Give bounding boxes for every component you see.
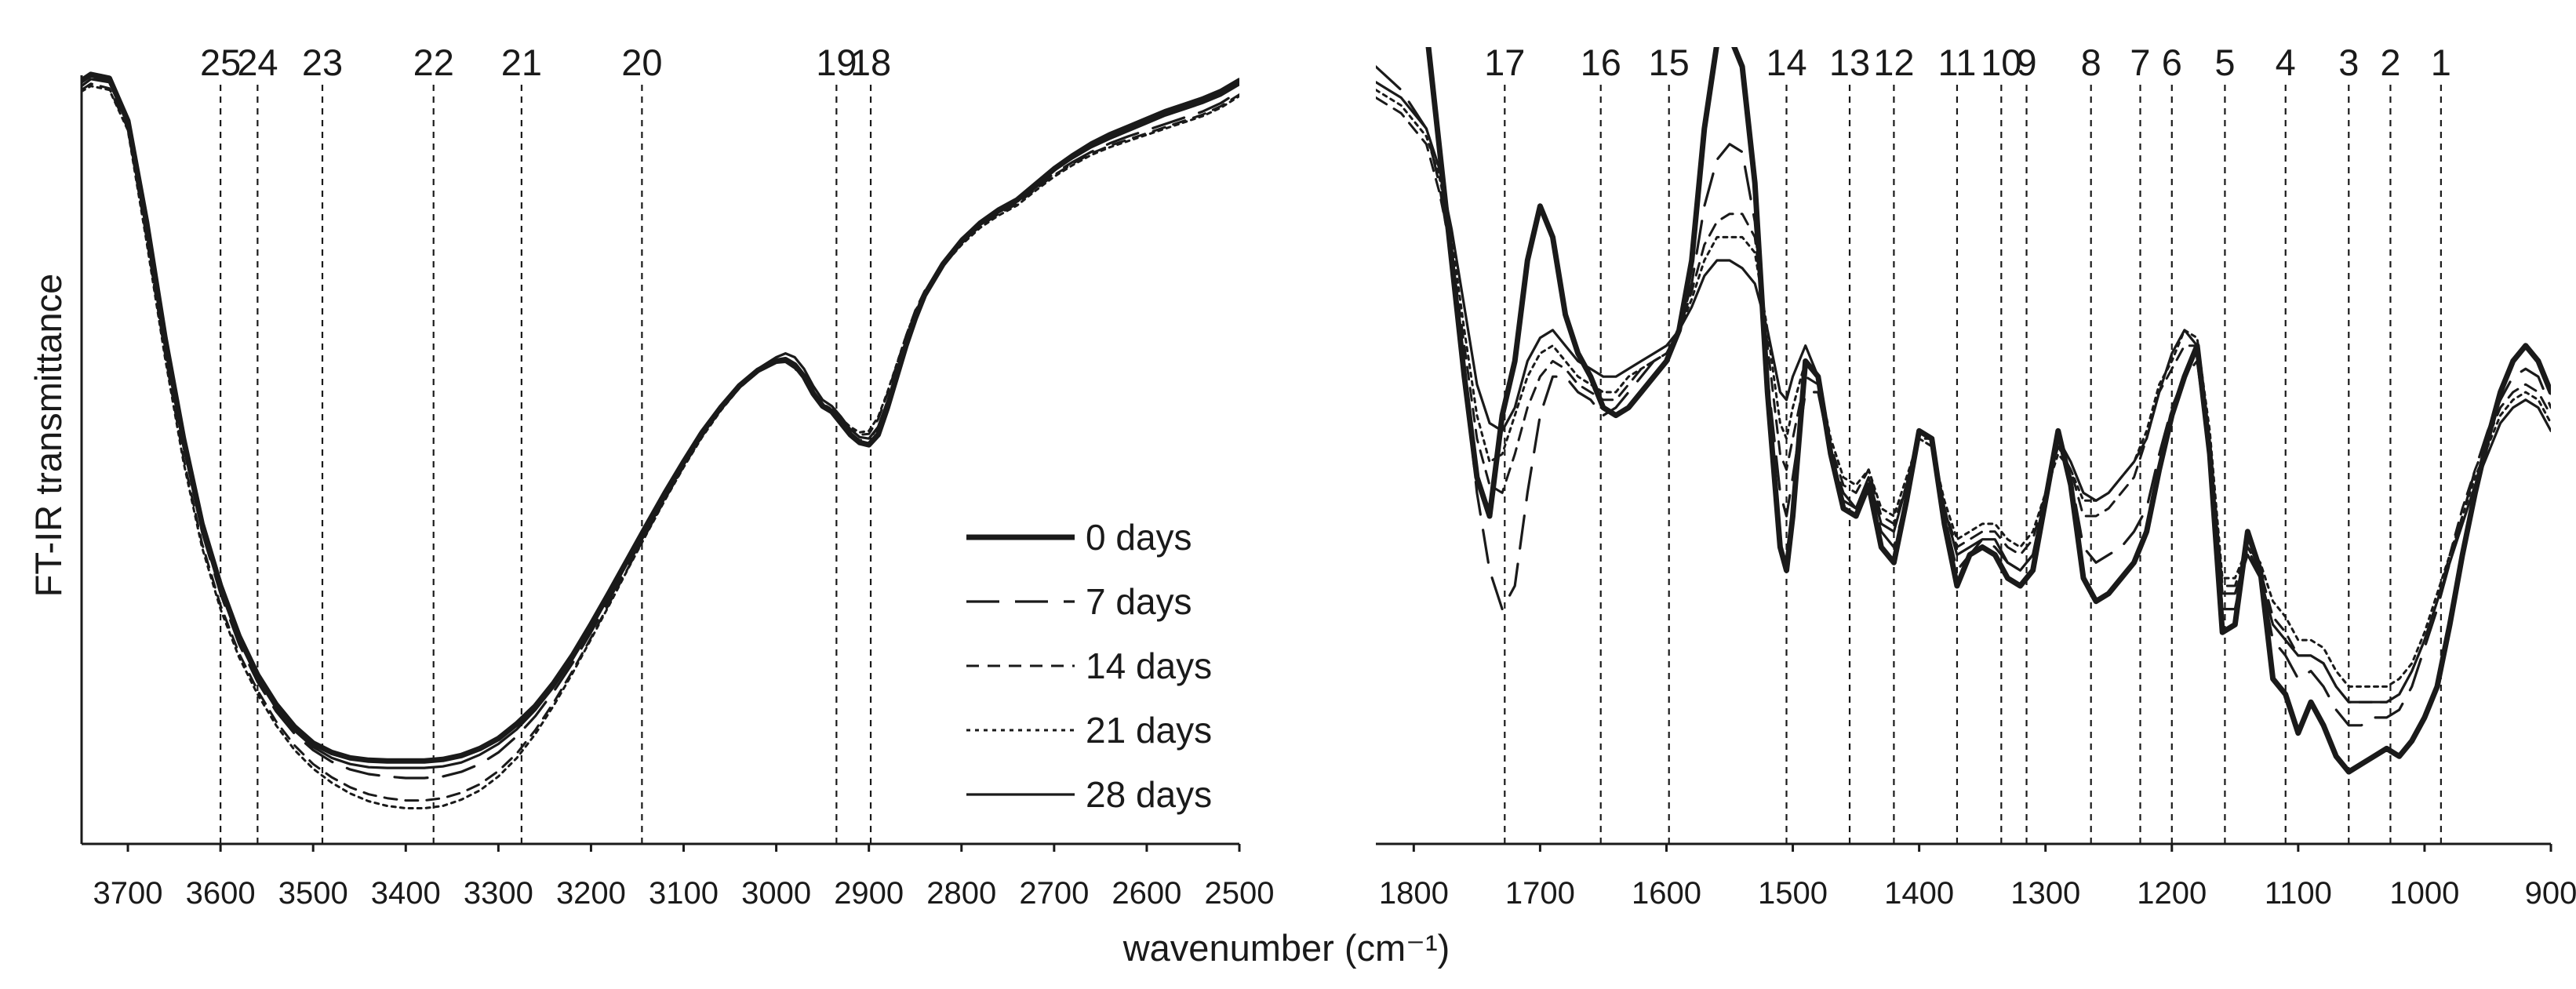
right-panel: 17 16 15 14 13 12 11 109 8 7 6 5 4 3 2 1 1800 1700 1600 15… [1376,42,2576,911]
x-tick-label: 2500 [1205,876,1275,911]
peak-label: 7 [2130,42,2150,83]
peak-label: 15 [1649,42,1690,83]
x-axis-title: wavenumber (cm⁻¹) [1122,927,1450,969]
x-tick-label: 1300 [2010,876,2080,911]
x-ticks: 3700 3600 3500 3400 3300 3200 3100 3000 2900 2800… [93,844,1275,911]
series-line-14-days [1376,96,2551,704]
series-line-28-days [1376,81,2551,704]
peak-label: 24 [237,42,278,83]
x-tick-label: 2600 [1112,876,1181,911]
peak-label: 22 [413,42,454,83]
peak-label: 6 [2162,42,2182,83]
legend-label: 21 days [1086,710,1212,751]
peak-label: 4 [2276,42,2296,83]
peak-labels: 17 16 15 14 13 12 11 109 8 7 6 5 4 3 2 1 [1484,42,2451,83]
series-group [82,71,1239,809]
peak-lines [220,85,872,844]
series-line-0-days [1425,47,2551,775]
peak-label: 20 [621,42,662,83]
legend-label: 0 days [1086,517,1192,558]
x-tick-label: 3600 [186,876,256,911]
y-axis-title: FT-IR transmittance [27,274,69,598]
x-tick-label: 1600 [1632,876,1701,911]
peak-label: 12 [1873,42,1914,83]
series-line-21-days [1376,89,2551,688]
peak-label: 17 [1484,42,1525,83]
x-tick-label: 900 [2525,876,2576,911]
x-tick-label: 1800 [1379,876,1449,911]
x-tick-label: 3100 [649,876,719,911]
peak-label: 1 [2431,42,2451,83]
peak-label: 21 [501,42,542,83]
peak-label: 25 [200,42,241,83]
x-tick-label: 1700 [1505,876,1575,911]
x-tick-label: 1200 [2137,876,2207,911]
peak-label: 16 [1581,42,1621,83]
peak-lines [1504,85,2442,844]
series-line-0-days [82,71,1239,764]
peak-label: 9 [2016,42,2036,83]
peak-label: 5 [2214,42,2235,83]
peak-label: 3 [2338,42,2359,83]
series-line-14-days [82,82,1239,802]
peak-label: 11 [1938,42,1977,83]
x-tick-label: 1100 [2265,876,2332,911]
peak-label: 8 [2081,42,2101,83]
legend-label: 14 days [1086,645,1212,686]
x-ticks: 1800 1700 1600 1500 1400 1300 1200 1100 1000 900 [1379,844,2576,911]
legend-label: 7 days [1086,581,1192,622]
peak-label: 19 [816,42,857,83]
peak-label: 13 [1829,42,1870,83]
x-tick-label: 3500 [278,876,348,911]
peak-label: 18 [850,42,891,83]
series-line-21-days [82,85,1239,809]
series-group [1376,47,2551,775]
x-tick-label: 3200 [556,876,626,911]
x-tick-label: 2800 [926,876,996,911]
legend-label: 28 days [1086,774,1212,815]
x-tick-label: 3300 [464,876,533,911]
x-tick-label: 3400 [371,876,441,911]
peak-label: 2 [2380,42,2400,83]
peak-label: 10 [1981,42,2021,83]
x-tick-label: 1000 [2389,876,2459,911]
peak-label: 23 [302,42,343,83]
x-tick-label: 2900 [834,876,904,911]
peak-label: 14 [1766,42,1806,83]
x-tick-label: 3700 [93,876,163,911]
x-tick-label: 1400 [1884,876,1954,911]
x-tick-label: 1500 [1758,876,1828,911]
series-line-28-days [82,75,1239,769]
series-line-7-days [1376,65,2551,727]
x-tick-label: 2700 [1019,876,1089,911]
axes [80,75,1239,845]
x-tick-label: 3000 [741,876,811,911]
legend: 0 days 7 days 14 days 21 days 28 days [966,517,1212,815]
